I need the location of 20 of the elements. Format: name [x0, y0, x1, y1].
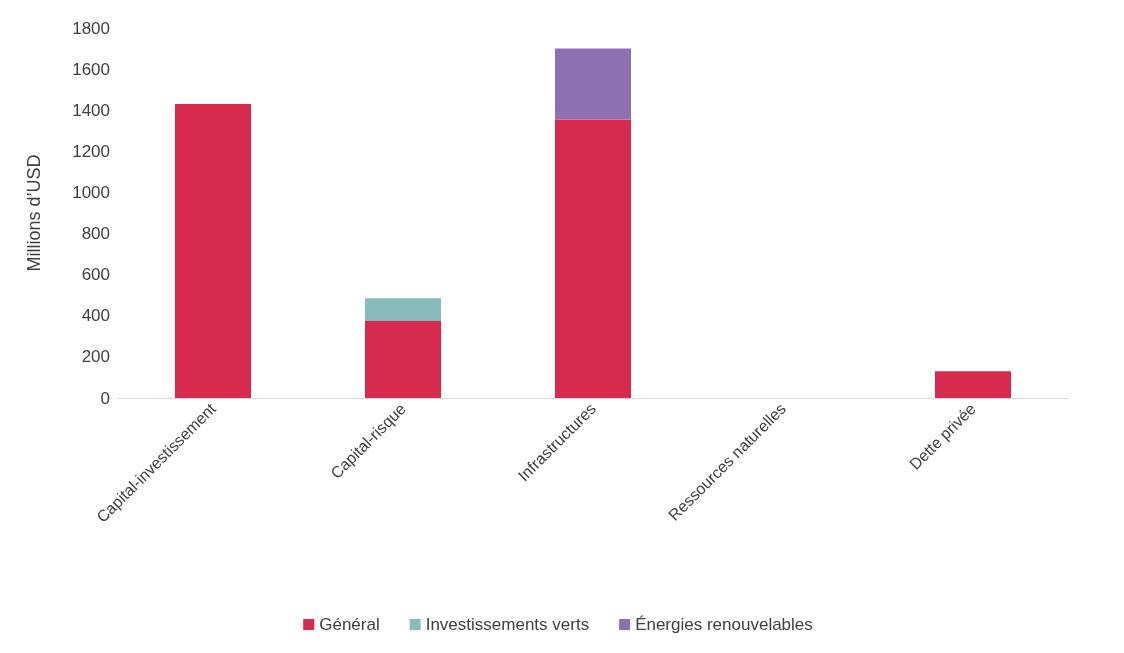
- bar: [365, 298, 441, 321]
- y-tick-label: 1600: [72, 59, 110, 79]
- legend-label: Énergies renouvelables: [635, 615, 813, 634]
- y-tick-label: 1200: [72, 141, 110, 161]
- bar: [935, 371, 1011, 398]
- bar: [365, 320, 441, 398]
- y-tick-label: 400: [81, 306, 110, 326]
- y-tick-label: 200: [81, 347, 110, 367]
- y-tick-label: 0: [100, 388, 110, 408]
- legend-label: Investissements verts: [425, 615, 590, 634]
- legend-label: Général: [319, 615, 380, 634]
- y-tick-label: 1000: [72, 182, 110, 202]
- bar: [555, 48, 631, 120]
- y-tick-label: 1800: [72, 18, 110, 38]
- y-tick-label: 600: [81, 265, 110, 285]
- y-tick-label: 800: [81, 224, 110, 244]
- bar: [555, 119, 631, 398]
- y-axis-title: Millions d’USD: [24, 154, 44, 272]
- bar: [175, 104, 251, 398]
- y-tick-label: 1400: [72, 100, 110, 120]
